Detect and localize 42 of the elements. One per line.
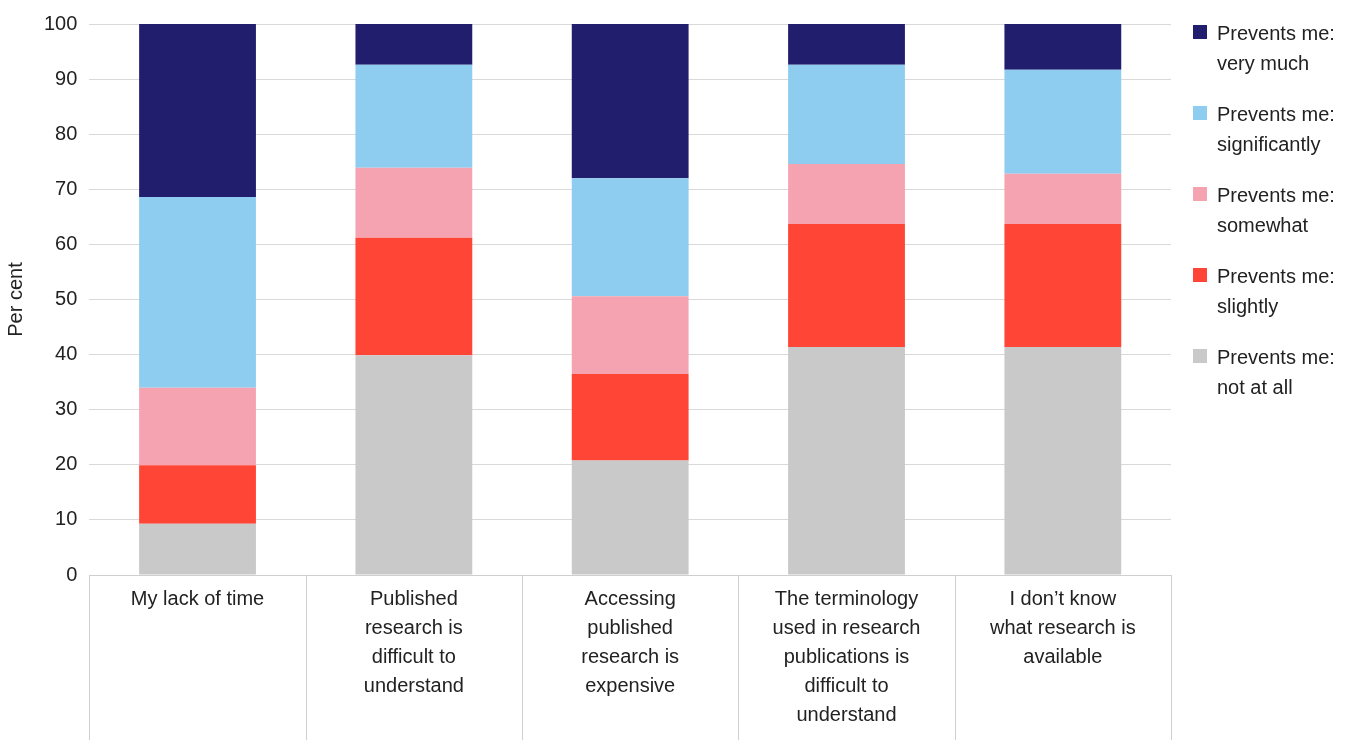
y-tick-label: 70 xyxy=(55,176,78,199)
y-tick-label: 40 xyxy=(55,342,78,365)
x-tick-label: My lack of time xyxy=(130,587,265,610)
x-tick-label: Published research is difficult to understand xyxy=(363,587,464,697)
x-tick-label: The terminology used in research publications is difficult to understand xyxy=(772,587,921,726)
y-tick-label: 90 xyxy=(55,66,78,89)
y-tick-label: 80 xyxy=(55,121,78,144)
bar xyxy=(1004,24,1122,70)
legend-label: Prevents me: significantly xyxy=(1217,102,1336,157)
bar xyxy=(139,197,256,388)
bar xyxy=(355,64,473,168)
bar xyxy=(139,465,256,524)
legend-label: Prevents me: slightly xyxy=(1217,264,1336,319)
y-axis-title: Per cent xyxy=(3,261,26,337)
x-tick-label: Accessing published research is expensive xyxy=(581,587,680,697)
bar xyxy=(355,24,473,65)
bar xyxy=(355,237,473,356)
bar xyxy=(788,24,905,65)
legend-label: Prevents me: not at all xyxy=(1217,345,1336,400)
y-tick-label: 0 xyxy=(66,562,78,585)
y-tick-label: 20 xyxy=(55,452,78,475)
legend-label: Prevents me: very much xyxy=(1217,21,1336,76)
bar xyxy=(788,163,905,225)
y-tick-label: 50 xyxy=(55,287,78,310)
bar xyxy=(571,373,689,461)
bar xyxy=(571,296,689,374)
bar xyxy=(1004,224,1122,347)
bar xyxy=(1004,173,1122,225)
y-tick-label: 30 xyxy=(55,397,78,420)
legend-label: Prevents me: somewhat xyxy=(1217,183,1336,238)
y-tick-label: 100 xyxy=(43,11,78,34)
bar xyxy=(355,167,473,238)
bar xyxy=(139,387,256,466)
bar xyxy=(571,24,689,179)
y-tick-label: 60 xyxy=(55,231,78,254)
bar xyxy=(1004,69,1122,174)
x-tick-label: I don’t know what research is available xyxy=(989,587,1136,668)
bar xyxy=(788,64,905,164)
y-tick-label: 10 xyxy=(55,507,78,530)
bar xyxy=(788,224,905,347)
bar xyxy=(139,24,256,198)
bar xyxy=(571,178,689,297)
